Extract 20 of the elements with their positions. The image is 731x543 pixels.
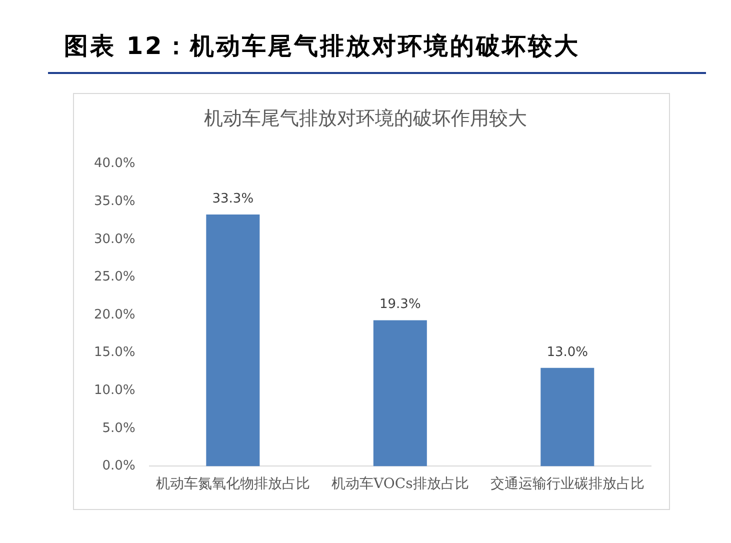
y-tick-label: 10.0% (94, 382, 136, 398)
y-tick-label: 35.0% (94, 194, 136, 209)
y-tick-label: 5.0% (102, 420, 136, 436)
y-tick-label: 15.0% (94, 345, 136, 360)
y-tick-label: 0.0% (102, 458, 136, 474)
bar (206, 214, 260, 466)
bar (540, 368, 594, 466)
data-label: 19.3% (379, 297, 421, 312)
x-tick-label: 机动车氮氧化物排放占比 (156, 476, 310, 492)
y-tick-label: 30.0% (94, 232, 136, 247)
y-tick-label: 20.0% (94, 307, 136, 322)
data-label: 13.0% (546, 344, 588, 360)
y-tick-label: 40.0% (94, 156, 136, 172)
chart-title: 图表 12：机动车尾气排放对环境的破坏较大 (64, 31, 580, 62)
data-label: 33.3% (212, 191, 254, 206)
y-tick-label: 25.0% (94, 270, 136, 285)
x-tick-label: 机动车VOCs排放占比 (332, 476, 469, 492)
x-tick-label: 交通运输行业碳排放占比 (490, 476, 644, 492)
chart-subtitle: 机动车尾气排放对环境的破坏作用较大 (204, 107, 527, 130)
bar (373, 320, 427, 466)
